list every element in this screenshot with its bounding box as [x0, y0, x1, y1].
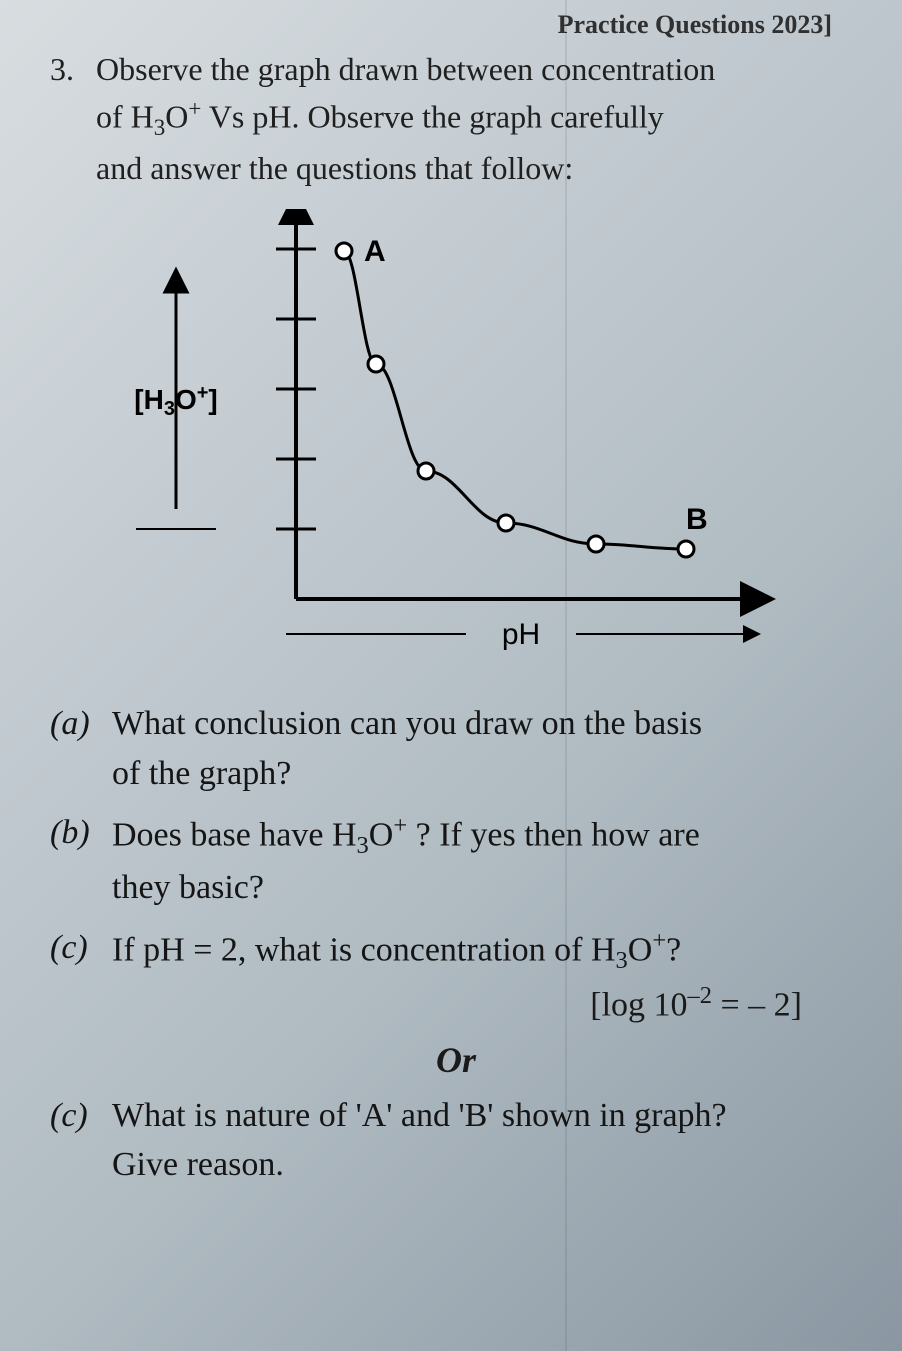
q-line2-pre: of H: [96, 99, 154, 135]
sub-b-label: (b): [50, 808, 112, 913]
question-number: 3.: [50, 46, 96, 191]
sub-b-line2: they basic?: [112, 869, 264, 906]
hint-pre: [log 10: [590, 987, 687, 1024]
sub-c2-line2: Give reason.: [112, 1146, 284, 1183]
sub-c-sub: 3: [616, 947, 628, 974]
sub-c2-line1: What is nature of 'A' and 'B' shown in g…: [112, 1097, 727, 1134]
sub-question-c: (c) If pH = 2, what is concentration of …: [50, 923, 862, 979]
sub-b-sup: +: [393, 812, 407, 839]
sub-a-label: (a): [50, 699, 112, 798]
sub-b-pre: Does base have H: [112, 816, 357, 853]
page-fold: [565, 0, 567, 1351]
sub-a-line1: What conclusion can you draw on the basi…: [112, 705, 702, 742]
sub-a-line2: of the graph?: [112, 755, 291, 792]
ph-chart: [H3O+] A B pH: [106, 209, 806, 669]
point-a-label: A: [364, 235, 386, 268]
page-root: Practice Questions 2023] 3. Observe the …: [0, 0, 902, 1351]
point-b-label: B: [686, 503, 708, 536]
q-line3: and answer the questions that follow:: [96, 150, 573, 186]
question-3: 3. Observe the graph drawn between conce…: [50, 46, 862, 191]
sub-b-post: ? If yes then how are: [407, 816, 700, 853]
y-axis-label: [H3O+]: [134, 382, 217, 420]
q-line2-mid: O: [165, 99, 188, 135]
hint-post: = – 2]: [712, 987, 802, 1024]
sub-question-a: (a) What conclusion can you draw on the …: [50, 699, 862, 798]
hint-text: [log 10–2 = – 2]: [50, 982, 862, 1024]
sub-c2-label: (c): [50, 1091, 112, 1190]
chart-container: [H3O+] A B pH: [50, 209, 862, 669]
sub-c-pre: If pH = 2, what is concentration of H: [112, 931, 616, 968]
question-text: Observe the graph drawn between concentr…: [96, 46, 862, 191]
sub-question-c2: (c) What is nature of 'A' and 'B' shown …: [50, 1091, 862, 1190]
hint-sup: –2: [688, 982, 712, 1009]
sub-c-sup: +: [652, 927, 666, 954]
sub-c-label: (c): [50, 923, 112, 979]
header-text: Practice Questions 2023]: [50, 10, 862, 40]
sub-b-mid: O: [369, 816, 394, 853]
sub-c2-text: What is nature of 'A' and 'B' shown in g…: [112, 1091, 862, 1190]
sub-b-text: Does base have H3O+ ? If yes then how ar…: [112, 808, 862, 913]
x-axis-label: pH: [502, 618, 540, 651]
sub-a-text: What conclusion can you draw on the basi…: [112, 699, 862, 798]
sub-c-text: If pH = 2, what is concentration of H3O+…: [112, 923, 862, 979]
curve-line: [344, 251, 686, 549]
q-line2-sup: +: [188, 95, 201, 121]
sub-c-mid: O: [628, 931, 653, 968]
sub-b-sub: 3: [357, 832, 369, 859]
or-divider: Or: [50, 1039, 862, 1081]
q-line1: Observe the graph drawn between concentr…: [96, 51, 715, 87]
q-line2-sub: 3: [154, 114, 166, 140]
q-line2-post: Vs pH. Observe the graph carefully: [201, 99, 663, 135]
curve-markers: [336, 243, 694, 557]
sub-question-b: (b) Does base have H3O+ ? If yes then ho…: [50, 808, 862, 913]
sub-c-post: ?: [666, 931, 681, 968]
